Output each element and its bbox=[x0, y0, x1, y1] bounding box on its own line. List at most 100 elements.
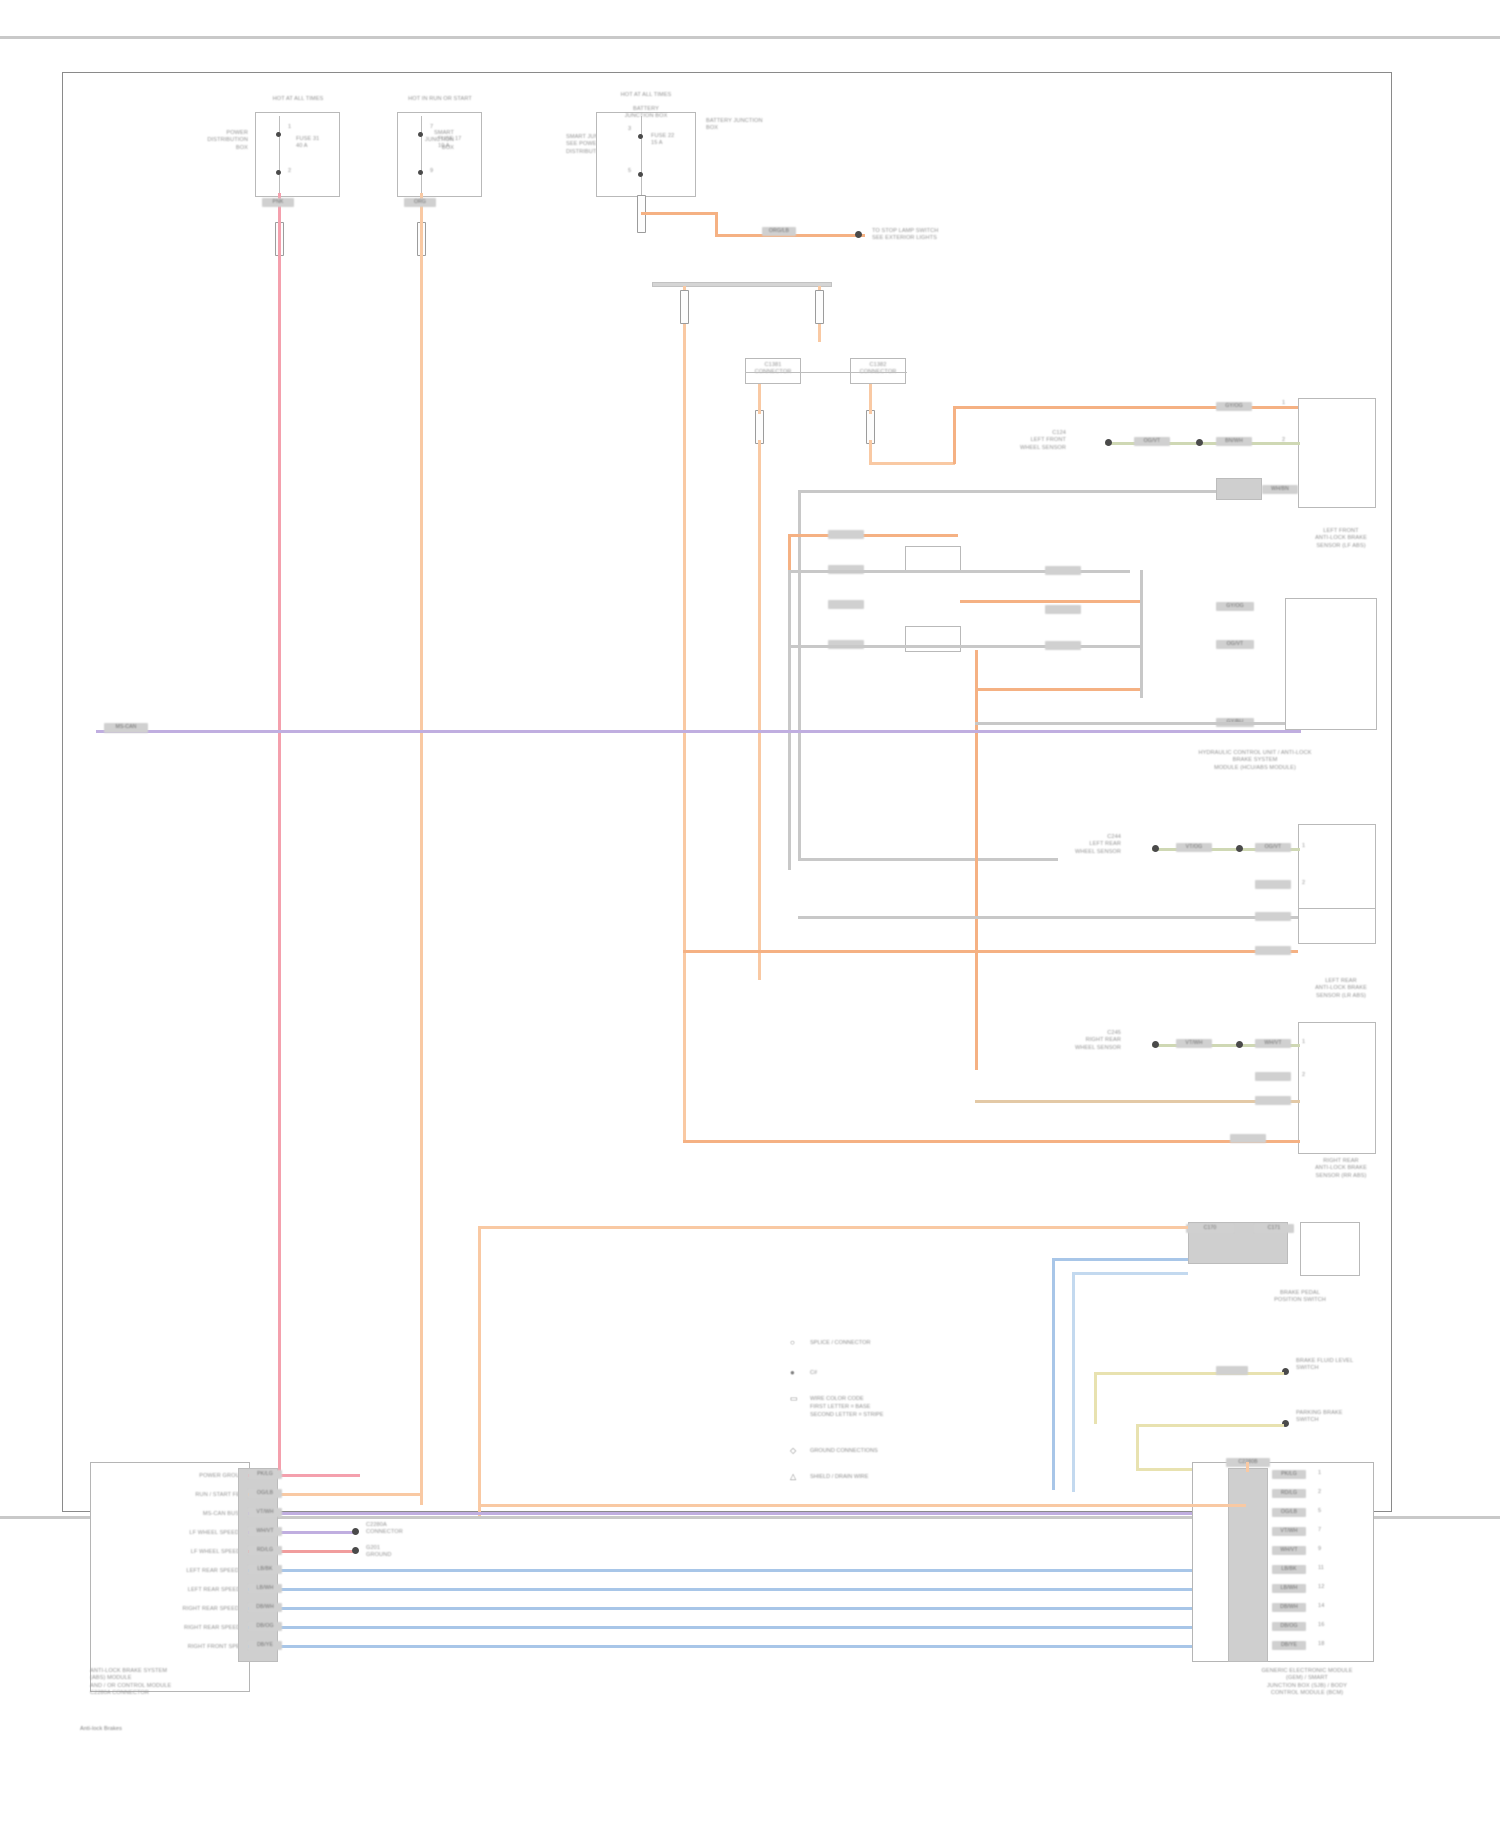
gem-feed-org-v bbox=[1246, 1462, 1249, 1472]
gem-wire-1: RD/LG bbox=[1272, 1489, 1306, 1498]
rr-inline-label: C245 RIGHT REAR WHEEL SENSOR bbox=[1074, 1030, 1121, 1051]
power-block-2-stem bbox=[421, 116, 423, 196]
legend-symbol-0: ○ bbox=[790, 1338, 795, 1347]
net-wire-a bbox=[790, 534, 958, 537]
bundle-wire-9 bbox=[248, 1645, 1192, 1648]
inline-connector-left-label: C1381 CONNECTOR bbox=[755, 362, 792, 375]
gem-wire-3: VT/WH bbox=[1272, 1527, 1306, 1536]
fuse-conn-left bbox=[755, 410, 764, 444]
gem-wire-5: LB/BK bbox=[1272, 1565, 1306, 1574]
lf-wire-label-0: GY/OG bbox=[1216, 402, 1252, 411]
gem-pin-2: 5 bbox=[1318, 1508, 1322, 1514]
bus-line-label: MS-CAN bbox=[104, 723, 148, 733]
lf-wire-label-3: WH/BN bbox=[1262, 485, 1298, 494]
power-block-1-stem bbox=[279, 116, 281, 196]
net-wire-e bbox=[790, 645, 1140, 648]
rr-sensor-caption: RIGHT REAR ANTI-LOCK BRAKE SENSOR (RR AB… bbox=[1315, 1158, 1367, 1179]
wire-branch-stoplamp-h bbox=[641, 212, 717, 215]
rr-node-1 bbox=[1152, 1041, 1159, 1048]
bundle-wire-1 bbox=[248, 1493, 423, 1496]
wire-feed-869-right bbox=[869, 462, 955, 465]
gem-pin-4: 9 bbox=[1318, 1546, 1322, 1552]
aux-wire-2-v bbox=[1136, 1424, 1139, 1470]
sheet-footer-note: Anti-lock Brakes bbox=[80, 1726, 123, 1732]
net-box-1 bbox=[905, 546, 961, 572]
branch-node-stoplamp bbox=[855, 231, 862, 238]
net-label-c bbox=[1045, 566, 1081, 575]
gem-bus-v-1 bbox=[1052, 1258, 1055, 1490]
fuse-splice-right bbox=[815, 290, 824, 324]
left-row-label-1: RUN / START FEED bbox=[195, 1492, 248, 1498]
legend-symbol-4: △ bbox=[790, 1472, 797, 1481]
switch-label-0: C170 bbox=[1186, 1224, 1234, 1233]
power-block-3-label: BATTERY JUNCTION BOX bbox=[624, 106, 668, 120]
small-note-b: G201 GROUND bbox=[366, 1545, 392, 1559]
net-wire-c bbox=[960, 600, 1140, 603]
rr-node-2 bbox=[1236, 1041, 1243, 1048]
wire-conn-right-down bbox=[869, 384, 872, 414]
legend: ○ SPLICE / CONNECTOR ● C# ▭ WIRE COLOR C… bbox=[790, 1330, 1040, 1490]
rr-wire-label-4 bbox=[1230, 1134, 1266, 1143]
power-block-2 bbox=[397, 112, 482, 197]
power-block-2-node-out bbox=[418, 170, 423, 175]
power-block-3-fuse-label: FUSE 22 15 A bbox=[651, 133, 675, 147]
rr-sensor-box bbox=[1298, 1022, 1376, 1154]
net-label-e bbox=[828, 640, 864, 649]
lf-pad bbox=[1216, 478, 1262, 500]
gem-pin-1: 2 bbox=[1318, 1489, 1322, 1495]
aux-node-2 bbox=[1282, 1420, 1289, 1427]
legend-text-3: GROUND CONNECTIONS bbox=[810, 1448, 878, 1454]
gem-wire-0: PK/LG bbox=[1272, 1470, 1306, 1479]
wire-feed-top-right bbox=[953, 406, 1298, 409]
small-note-a: C2280A CONNECTOR bbox=[366, 1522, 403, 1536]
lr-node-1 bbox=[1152, 845, 1159, 852]
left-row-label-4: LF WHEEL SPEED (-) bbox=[190, 1549, 248, 1555]
lf-inline-label: C124 LEFT FRONT WHEEL SENSOR bbox=[1019, 430, 1066, 451]
hcu-wire-low bbox=[975, 722, 1285, 725]
aux-node-1 bbox=[1282, 1368, 1289, 1375]
lr-pin-1: 2 bbox=[1302, 880, 1306, 886]
lf-wire-3-v bbox=[798, 490, 801, 860]
bundle-node-3 bbox=[352, 1528, 359, 1535]
gem-bus-h-1 bbox=[1052, 1258, 1188, 1261]
rr-pin-1: 2 bbox=[1302, 1072, 1306, 1078]
aux-text-1: BRAKE FLUID LEVEL SWITCH bbox=[1296, 1358, 1354, 1372]
gem-module-caption: GENERIC ELECTRONIC MODULE (GEM) / SMART … bbox=[1261, 1668, 1353, 1697]
inline-connector-right bbox=[850, 358, 906, 384]
top-rule bbox=[0, 36, 1500, 39]
fuse-conn-right bbox=[866, 410, 875, 444]
bundle-label-2: VT/WH bbox=[248, 1508, 282, 1517]
net-wire-h-low bbox=[975, 688, 1140, 691]
gem-pin-8: 16 bbox=[1318, 1622, 1325, 1628]
net-wire-vert-1 bbox=[788, 570, 791, 870]
inline-connector-left bbox=[745, 358, 801, 384]
net-wire-vert-3 bbox=[975, 650, 978, 1070]
gem-bus-h-2 bbox=[1072, 1272, 1188, 1275]
gem-wire-7: DB/WH bbox=[1272, 1603, 1306, 1612]
power-block-1-label: POWER DISTRIBUTION BOX bbox=[207, 130, 248, 151]
lr-wire-label-4 bbox=[1255, 946, 1291, 955]
power-block-3-pin-in: 3 bbox=[628, 126, 632, 132]
gem-connector-pad bbox=[1228, 1468, 1268, 1662]
lf-wire-label-1: OG/VT bbox=[1134, 437, 1170, 446]
power-block-2-fuse-label: FUSE 17 10 A bbox=[438, 136, 462, 150]
gem-wire-2: OG/LB bbox=[1272, 1508, 1306, 1517]
lf-pin-0: 1 bbox=[1282, 400, 1286, 406]
feed-sw-v bbox=[478, 1226, 481, 1516]
left-row-label-0: POWER GROUND bbox=[199, 1473, 248, 1479]
feed-sw-h bbox=[478, 1226, 1188, 1229]
legend-text-4: SHIELD / DRAIN WIRE bbox=[810, 1474, 869, 1480]
rr-wire-2 bbox=[975, 1100, 1300, 1103]
lr-sensor-caption: LEFT REAR ANTI-LOCK BRAKE SENSOR (LR ABS… bbox=[1315, 978, 1367, 999]
gem-pin-3: 7 bbox=[1318, 1527, 1322, 1533]
branch-note-text: TO STOP LAMP SWITCH SEE EXTERIOR LIGHTS bbox=[872, 228, 939, 242]
lf-sensor-box bbox=[1298, 398, 1376, 508]
lr-node-2 bbox=[1236, 845, 1243, 852]
gem-pin-9: 18 bbox=[1318, 1641, 1325, 1647]
bundle-label-3: WH/VT bbox=[248, 1527, 282, 1536]
legend-symbol-3: ◇ bbox=[790, 1446, 797, 1455]
lr-pin-0: 1 bbox=[1302, 843, 1306, 849]
bundle-wire-5 bbox=[248, 1569, 1192, 1572]
power-block-1-title: HOT AT ALL TIMES bbox=[272, 96, 324, 102]
net-wire-vert-2 bbox=[1140, 570, 1143, 698]
